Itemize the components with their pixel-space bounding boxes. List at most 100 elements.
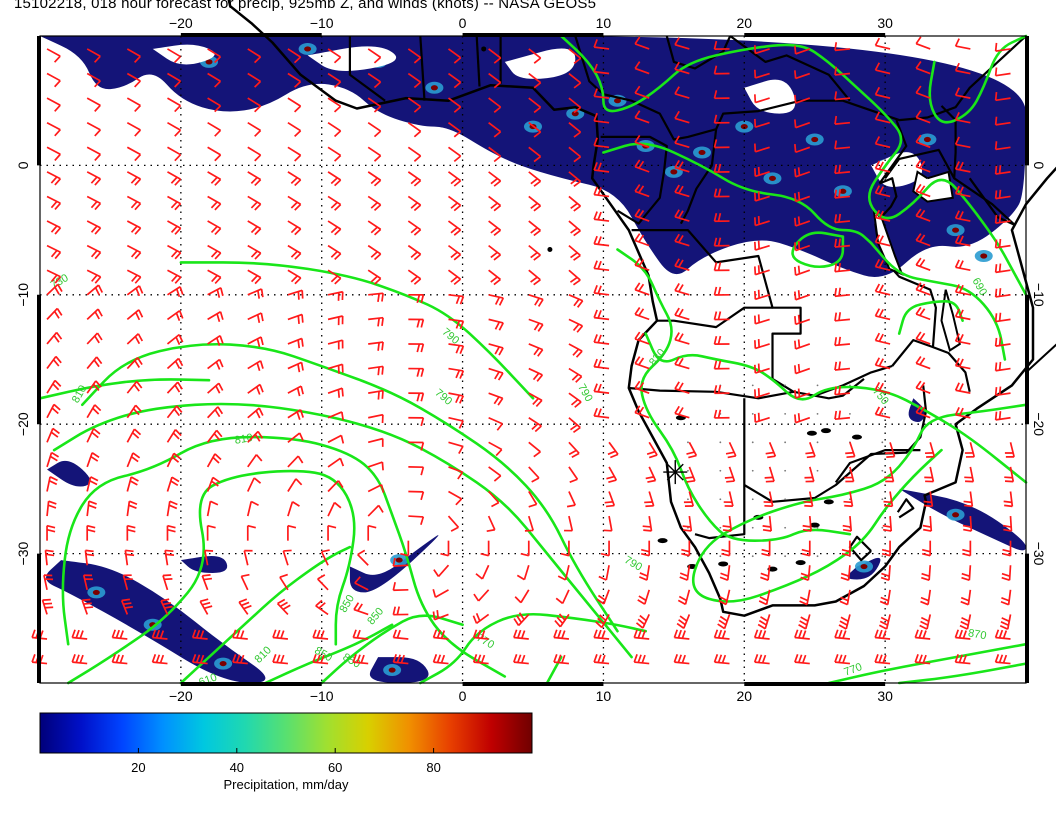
wind-barb <box>86 269 102 284</box>
wind-barb <box>46 524 56 541</box>
wind-barb <box>86 332 103 345</box>
barb-feather <box>713 90 718 99</box>
wind-barb <box>407 220 422 236</box>
barb-feather <box>255 386 261 395</box>
barb-staff <box>594 316 610 321</box>
barb-feather <box>50 225 58 233</box>
country-border <box>574 35 1027 141</box>
wind-barb <box>166 310 184 322</box>
barb-feather <box>129 500 138 506</box>
barb-feather <box>713 65 718 74</box>
barb-feather <box>413 81 422 89</box>
barb-staff <box>568 417 581 429</box>
wind-barb <box>167 269 182 284</box>
wind-barb <box>794 167 811 178</box>
barb-feather <box>674 86 680 95</box>
barb-feather <box>294 252 302 260</box>
barb-staff <box>46 379 56 394</box>
barb-staff <box>929 442 936 457</box>
wind-barb <box>593 334 610 345</box>
barb-feather <box>566 504 576 508</box>
barb-feather <box>674 160 680 169</box>
barb-feather <box>834 66 838 76</box>
barb-feather <box>674 356 680 365</box>
barb-feather <box>413 130 422 138</box>
barb-staff <box>648 491 655 507</box>
stipple <box>881 555 884 558</box>
barb-feather <box>294 130 302 138</box>
barb-feather <box>878 358 884 367</box>
barb-feather <box>713 311 718 320</box>
wind-barb <box>674 332 690 345</box>
barb-staff <box>688 515 693 532</box>
barb-feather <box>634 282 641 291</box>
barb-feather <box>174 252 182 260</box>
country-border <box>475 35 481 87</box>
barb-staff <box>126 333 139 345</box>
barb-staff <box>929 516 933 532</box>
precip-core <box>219 660 227 667</box>
wind-barb <box>206 453 222 468</box>
wind-barb <box>634 356 650 370</box>
wind-barb <box>834 42 851 52</box>
barb-feather <box>874 37 881 46</box>
wind-barb <box>247 146 262 162</box>
country-border <box>729 35 851 102</box>
barb-feather <box>915 85 922 94</box>
barb-feather <box>842 528 852 532</box>
wind-barb <box>994 189 1011 200</box>
wind-barb <box>367 483 385 493</box>
wind-barb <box>994 411 1011 421</box>
barb-feather <box>678 210 684 219</box>
barb-staff <box>834 48 851 52</box>
barb-staff <box>407 48 422 59</box>
barb-staff <box>528 293 544 301</box>
barb-feather <box>210 250 218 258</box>
wind-barb <box>954 161 971 173</box>
wind-barb <box>367 121 382 138</box>
wind-barb <box>834 238 851 248</box>
barb-feather <box>878 161 884 170</box>
stipple <box>784 469 787 472</box>
barb-feather <box>919 308 926 317</box>
wind-barb <box>247 171 262 187</box>
country-border <box>884 148 1016 226</box>
barb-feather <box>607 450 616 456</box>
barb-staff <box>327 220 342 230</box>
barb-feather <box>534 297 540 306</box>
wind-barb <box>528 146 542 163</box>
barb-staff <box>126 146 141 156</box>
wind-barb <box>327 72 342 88</box>
wind-barb <box>126 269 142 284</box>
barb-feather <box>210 176 218 184</box>
barb-feather <box>212 456 220 464</box>
wind-barb <box>207 121 222 137</box>
barb-feather <box>339 458 345 467</box>
wind-barb <box>915 208 931 222</box>
z925-contour <box>644 332 1028 484</box>
barb-staff <box>86 332 99 345</box>
barb-staff <box>834 121 851 125</box>
barb-feather <box>1004 480 1014 483</box>
wind-barb <box>634 405 650 419</box>
barb-staff <box>648 441 658 456</box>
barb-feather <box>210 500 219 506</box>
barb-staff <box>287 97 302 107</box>
barb-staff <box>46 72 61 82</box>
barb-feather <box>130 201 138 209</box>
barb-feather <box>327 524 337 529</box>
barb-feather <box>177 358 184 367</box>
barb-feather <box>493 475 502 482</box>
barb-feather <box>674 405 680 414</box>
barb-feather <box>370 201 378 209</box>
barb-staff <box>889 442 896 457</box>
stipple <box>816 441 819 444</box>
wind-barb <box>593 211 610 222</box>
barb-staff <box>86 356 98 370</box>
wind-barb <box>327 269 342 285</box>
barb-feather <box>958 211 964 220</box>
barb-feather <box>838 238 842 247</box>
wind-barb <box>528 392 543 407</box>
barb-feather <box>717 385 722 394</box>
barb-feather <box>717 237 722 246</box>
